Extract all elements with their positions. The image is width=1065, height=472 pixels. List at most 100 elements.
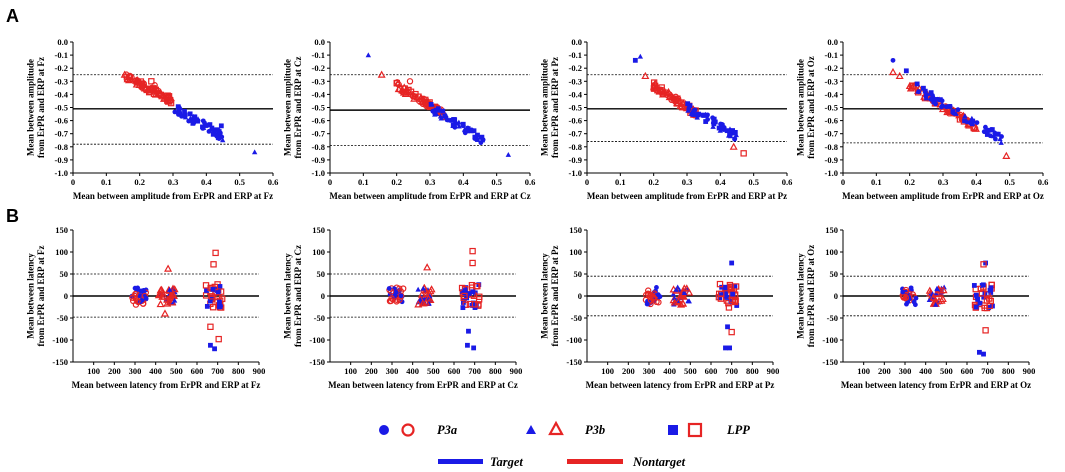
y-tick-label: -100 — [309, 335, 325, 345]
nontarget-triangle-point — [1002, 151, 1011, 159]
target-triangle-point — [727, 130, 733, 136]
nontarget-square-point — [469, 247, 476, 255]
y-tick-label: -0.6 — [55, 116, 68, 126]
target-square-point — [471, 345, 477, 351]
nontarget-circle-point — [388, 295, 395, 302]
x-tick-label: 100 — [601, 366, 614, 376]
x-tick-label: 100 — [344, 366, 357, 376]
y-tick-label: 100 — [55, 247, 68, 257]
nontarget-circle-point — [646, 293, 653, 300]
target-square-point — [208, 342, 213, 348]
nontarget-triangle-point — [679, 292, 688, 300]
x-tick-label: 0.3 — [168, 177, 179, 187]
y-axis-label-line: from ErPR and ERP at Oz — [806, 56, 816, 159]
target-circle-point — [890, 57, 896, 63]
nontarget-triangle-point — [422, 289, 431, 298]
nontarget-triangle-point — [133, 77, 142, 85]
x-tick-label: 300 — [643, 366, 656, 376]
nontarget-triangle-point — [169, 291, 178, 299]
legend-p3a-target-marker — [379, 425, 389, 435]
target-circle-point — [719, 121, 725, 127]
y-tick-label: -0.7 — [312, 129, 326, 139]
target-square-point — [988, 285, 994, 291]
x-tick-label: 900 — [767, 366, 780, 376]
nontarget-circle-point — [908, 82, 915, 90]
target-square-point — [696, 111, 701, 117]
x-axis-label: Mean between latency from ErPR and ERP a… — [328, 380, 518, 390]
target-square-point — [210, 131, 216, 137]
y-tick-label: -0.9 — [55, 155, 68, 165]
nontarget-triangle-point — [394, 84, 403, 93]
y-tick-label: -0.7 — [55, 129, 69, 139]
y-tick-label: 0 — [64, 291, 68, 301]
target-square-point — [730, 291, 736, 297]
target-circle-point — [950, 110, 956, 116]
target-square-point — [692, 112, 698, 117]
x-tick-label: 0.2 — [904, 177, 915, 187]
nontarget-square-point — [740, 150, 747, 157]
target-circle-point — [732, 136, 738, 142]
nontarget-square-point — [717, 295, 725, 302]
y-tick-label: -100 — [566, 335, 582, 345]
target-circle-point — [460, 123, 466, 129]
x-tick-label: 0 — [841, 177, 845, 187]
x-tick-label: 800 — [232, 366, 245, 376]
target-circle-point — [398, 293, 404, 299]
nontarget-square-point — [473, 283, 480, 290]
target-square-point — [463, 285, 469, 290]
nontarget-square-point — [475, 301, 482, 308]
y-axis-label-line: Mean between latency — [539, 253, 549, 339]
nontarget-square-point — [982, 327, 989, 334]
target-square-point — [727, 345, 732, 351]
target-square-point — [725, 324, 730, 330]
target-circle-point — [689, 112, 695, 117]
x-tick-label: 0.1 — [871, 177, 882, 187]
target-square-point — [937, 97, 943, 103]
legend-lpp-nontarget-marker — [687, 422, 703, 438]
y-axis-label-line: Mean between amplitude — [795, 59, 805, 156]
nontarget-triangle-point — [427, 285, 436, 293]
nontarget-square-point — [984, 291, 991, 298]
target-square-point — [712, 119, 718, 125]
target-square-point — [440, 108, 446, 114]
nontarget-square-point — [732, 283, 740, 290]
target-square-point — [970, 118, 976, 124]
target-square-point — [187, 111, 193, 117]
x-tick-label: 0.4 — [971, 177, 982, 187]
x-axis-label: Mean between amplitude from ErPR and ERP… — [329, 191, 530, 201]
y-tick-label: -0.5 — [569, 103, 582, 113]
x-tick-label: 100 — [857, 366, 870, 376]
target-triangle-point — [673, 286, 679, 292]
x-axis-label: Mean between amplitude from ErPR and ERP… — [842, 191, 1044, 201]
target-circle-point — [710, 115, 716, 121]
target-triangle-point — [671, 295, 678, 301]
y-tick-label: -1.0 — [825, 168, 838, 178]
x-tick-label: 0.5 — [234, 177, 245, 187]
nontarget-square-point — [469, 259, 476, 267]
y-tick-label: 50 — [317, 269, 326, 279]
nontarget-triangle-point — [651, 83, 660, 92]
y-tick-label: -150 — [822, 357, 838, 367]
target-square-point — [723, 345, 728, 351]
nontarget-triangle-point — [641, 71, 650, 80]
target-square-point — [210, 286, 216, 292]
y-tick-label: 50 — [60, 269, 69, 279]
nontarget-square-point — [167, 99, 175, 107]
target-triangle-point — [190, 113, 197, 119]
target-triangle-point — [932, 301, 939, 307]
nontarget-circle-point — [156, 91, 164, 99]
target-square-point — [700, 112, 706, 118]
nontarget-circle-point — [394, 79, 401, 86]
nontarget-triangle-point — [678, 99, 687, 107]
y-tick-label: -1.0 — [55, 168, 68, 178]
y-tick-label: -0.1 — [55, 50, 68, 60]
target-circle-point — [654, 285, 659, 290]
nontarget-triangle-point — [170, 285, 179, 293]
target-triangle-point — [694, 114, 700, 120]
target-square-point — [928, 90, 934, 96]
nontarget-square-point — [462, 301, 469, 308]
target-circle-point — [386, 286, 392, 291]
y-tick-label: -0.3 — [312, 76, 325, 86]
legend-p3a-nontarget-marker — [401, 423, 415, 437]
